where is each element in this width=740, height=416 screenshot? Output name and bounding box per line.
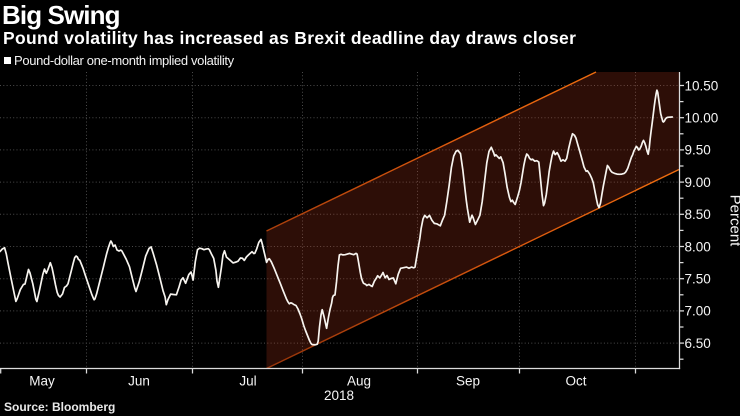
svg-text:10.00: 10.00 [685, 111, 719, 126]
svg-text:8.00: 8.00 [685, 239, 711, 254]
svg-text:Sep: Sep [456, 374, 480, 389]
svg-text:7.50: 7.50 [685, 272, 711, 287]
svg-text:Jul: Jul [239, 374, 256, 389]
svg-text:Oct: Oct [565, 374, 586, 389]
svg-text:Percent: Percent [727, 195, 740, 248]
svg-text:9.00: 9.00 [685, 175, 711, 190]
svg-text:7.00: 7.00 [685, 304, 711, 319]
svg-text:9.50: 9.50 [685, 143, 711, 158]
svg-text:Aug: Aug [347, 374, 371, 389]
svg-text:6.50: 6.50 [685, 336, 711, 351]
svg-text:8.50: 8.50 [685, 207, 711, 222]
svg-text:2018: 2018 [324, 388, 354, 403]
svg-text:May: May [29, 374, 55, 389]
svg-text:Jun: Jun [128, 374, 150, 389]
svg-text:10.50: 10.50 [685, 78, 719, 93]
